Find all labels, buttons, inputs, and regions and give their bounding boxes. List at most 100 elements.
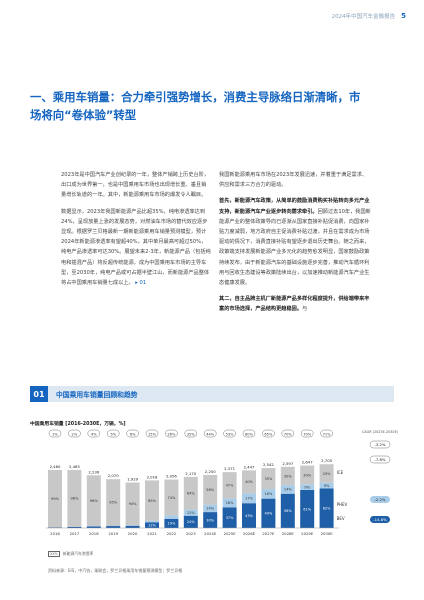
- bar-segment-bev: [319, 488, 334, 528]
- penetration-badge: [126, 429, 139, 438]
- x-tick-label: 2018: [89, 531, 99, 536]
- cagr-badge-bev: [370, 516, 390, 523]
- bar-segment-bev: [203, 512, 218, 528]
- penetration-badge: [242, 429, 256, 438]
- x-tick-label: 2024E: [204, 531, 217, 536]
- bar-total-label: 2,647: [302, 460, 313, 465]
- penetration-label: 2%: [72, 432, 78, 436]
- cagr-header: CAGR (2023E-2030E): [362, 430, 399, 434]
- segment-value-label: 35%: [265, 477, 273, 481]
- bar-segment-bev: [164, 518, 179, 528]
- legend-note-text: 新能源汽车渗透率: [62, 551, 94, 556]
- x-tick-label: 2017: [70, 531, 80, 536]
- legend-label-bev: BEV: [337, 516, 345, 521]
- legend-label-ice: ICE: [337, 470, 344, 475]
- bar-segment-ice: [203, 474, 218, 505]
- bar-segment-bev: [145, 522, 159, 528]
- bar-segment-ice: [67, 469, 82, 527]
- segment-value-label: 19%: [168, 522, 176, 526]
- bar-total-label: 2,447: [244, 464, 255, 469]
- segment-value-label: 37%: [226, 516, 234, 520]
- penetration-label: 71%: [323, 432, 332, 436]
- segment-value-label: 85%: [148, 499, 156, 503]
- bar-total-label: 2,542: [263, 462, 274, 467]
- segment-value-label: 30%: [284, 474, 292, 478]
- legend-note-box: XX%: [48, 551, 60, 557]
- left-column: 2023年是中国汽车产业创纪录的一年，整体产销跨上历史台阶，出口成为世界第一，也…: [61, 170, 211, 294]
- paragraph: 我国新能源乘用车市场在2023年发展迅速，并着重于满足需求、供应和需求三方合力的…: [219, 172, 368, 189]
- bar-segment-ice: [183, 476, 198, 510]
- segment-value-label: 12%: [187, 511, 195, 515]
- penetration-label: 1%: [52, 432, 58, 436]
- x-tick-label: 2019: [108, 531, 118, 536]
- cagr-value-phev: -2.2%: [374, 497, 385, 502]
- section-heading: 一、乘用车销量：合力牵引强势增长，消费主导脉络日渐清晰，市场将向“卷体验”转型: [30, 90, 361, 122]
- bar-segment-bev: [300, 489, 315, 528]
- segment-value-label: 64%: [187, 492, 195, 496]
- figure-ref-link[interactable]: ▸ 01: [135, 280, 147, 287]
- bar-total-label: 2,460: [50, 464, 61, 469]
- bar-segment-phev: [261, 489, 276, 499]
- x-tick-label: 2016: [50, 531, 60, 536]
- bar-segment-ice: [106, 479, 121, 526]
- penetration-badge: [203, 429, 217, 438]
- segment-value-label: 56%: [206, 488, 214, 492]
- segment-value-label: 61%: [303, 507, 311, 511]
- cagr-value-bev: -14.8%: [373, 517, 387, 522]
- bar-segment-ice: [125, 482, 140, 526]
- paragraph-lead: 首先，新能源汽车政策，从简单的鼓励消费购买补贴转向多元产业支持，新能源汽车产业逐…: [219, 198, 370, 215]
- cagr-value-ice: -7.8%: [374, 457, 385, 462]
- x-tick-label: 2021: [147, 531, 157, 536]
- bar-total-label: 2,597: [282, 461, 293, 466]
- page-number: 5: [401, 12, 406, 20]
- chart-title: 中国乘用车销量 [2016-2030E，万辆，%]: [30, 422, 126, 427]
- cagr-badge-ice: [369, 455, 391, 464]
- penetration-label: 26%: [167, 432, 176, 436]
- penetration-label: 70%: [284, 432, 293, 436]
- segment-value-label: 49%: [265, 512, 273, 516]
- segment-value-label: 14%: [206, 507, 214, 511]
- x-tick-label: 2027E: [262, 531, 275, 536]
- segment-value-label: 12%: [148, 523, 156, 527]
- bar-total-label: 1,929: [127, 477, 138, 482]
- bar-total-label: 2,250: [205, 469, 216, 474]
- segment-value-label: 96%: [90, 499, 98, 503]
- paragraph-lead: 其二，自主品牌主机厂新能源产品多样化程度提升，供给端带来丰富的市场选择，产品结构…: [219, 296, 370, 313]
- bar-segment-phev: [145, 520, 159, 523]
- paragraph: 其二，自主品牌主机厂新能源产品多样化程度提升，供给端带来丰富的市场选择，产品结构…: [219, 296, 370, 313]
- segment-value-label: 29%: [323, 472, 331, 476]
- segment-value-label: 16%: [226, 501, 234, 505]
- bar-total-label: 2,018: [147, 474, 158, 479]
- bar-segment-ice: [261, 468, 276, 490]
- bar-segment-phev: [183, 509, 198, 516]
- bar-segment-ice: [300, 465, 315, 485]
- cagr-badge: [369, 440, 391, 449]
- bar-segment-phev: [242, 493, 256, 504]
- bar-segment-bev: [86, 526, 101, 528]
- bar-segment-ice: [86, 475, 101, 526]
- penetration-badge: [281, 429, 295, 438]
- segment-value-label: 14%: [284, 488, 292, 492]
- penetration-badge: [165, 429, 178, 438]
- penetration-badge: [184, 429, 198, 438]
- paragraph: 2023年是中国汽车产业创纪录的一年，整体产销跨上历史台阶，出口成为世界第一，也…: [61, 172, 210, 199]
- bar-segment-bev: [242, 503, 256, 528]
- bar-segment-phev: [86, 525, 101, 527]
- penetration-label: 5%: [110, 432, 116, 436]
- segment-value-label: 30%: [303, 473, 311, 477]
- bar-total-label: 2,236: [88, 469, 99, 474]
- bar-segment-ice: [242, 470, 256, 494]
- segment-value-label: 74%: [168, 496, 176, 500]
- segment-value-label: 62%: [323, 507, 331, 511]
- penetration-badge: [106, 429, 120, 438]
- bar-segment-bev: [125, 525, 140, 528]
- x-tick-label: 2026E: [243, 531, 256, 536]
- section-bar: 01 中国乘用车销量回顾和趋势: [30, 386, 394, 402]
- penetration-badge: [68, 429, 81, 438]
- segment-value-label: 17%: [245, 497, 253, 501]
- penetration-label: 4%: [91, 432, 97, 436]
- penetration-badge: [48, 429, 62, 438]
- x-tick-label: 2029E: [301, 531, 314, 536]
- segment-value-label: 9%: [304, 485, 310, 489]
- source-note: 资料来源：EIS，中汽协，乘联会，罗兰贝格乘用车销量预测模型；罗兰贝格: [48, 568, 183, 573]
